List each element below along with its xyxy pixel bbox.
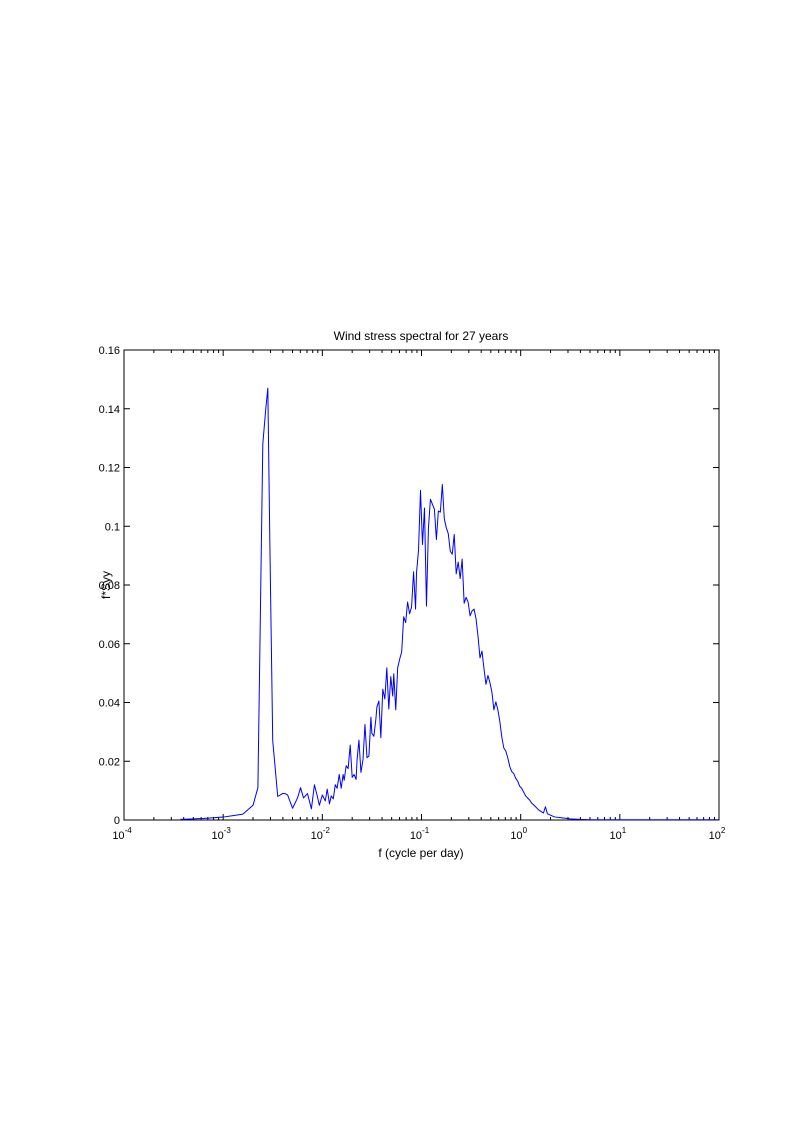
x-axis-label: f (cycle per day) (378, 846, 463, 860)
chart-title: Wind stress spectral for 27 years (334, 329, 509, 343)
y-axis-label: f*Syy (99, 571, 113, 599)
y-tick-label: 0.16 (99, 345, 120, 357)
plot-area: 10-4 10-3 10-2 10-1 100 101 10200.020.040.060.… (99, 345, 726, 842)
x-tick-label: 10-4 (112, 826, 132, 842)
x-tick-label-exponent: -3 (224, 826, 232, 835)
y-tick-label: 0.02 (99, 756, 120, 768)
x-tick-label: 10-2 (311, 826, 331, 842)
y-tick-label: 0.08 (99, 580, 120, 592)
x-tick-label-exponent: -4 (125, 826, 133, 835)
x-tick-label: 10-3 (211, 826, 231, 842)
y-tick-label: 0.14 (99, 404, 120, 416)
x-tick-label: 102 (709, 826, 726, 842)
x-tick-label-base: 10 (112, 830, 124, 842)
x-tick-label: 100 (510, 826, 527, 842)
x-tick-label-exponent: -2 (323, 826, 331, 835)
x-tick-label-base: 10 (211, 830, 223, 842)
x-tick-label-exponent: -1 (422, 826, 430, 835)
x-tick-label-base: 10 (410, 830, 422, 842)
x-tick-label-base: 10 (709, 830, 721, 842)
x-tick-label: 101 (609, 826, 626, 842)
y-tick-label: 0.1 (105, 521, 120, 533)
x-tick-label-exponent: 0 (523, 826, 528, 835)
x-tick-label: 10-1 (410, 826, 430, 842)
y-tick-label: 0 (114, 815, 120, 827)
x-tick-label-base: 10 (609, 830, 621, 842)
y-tick-label: 0.12 (99, 463, 120, 475)
x-tick-label-exponent: 2 (721, 826, 726, 835)
spectrum-line (180, 387, 719, 821)
y-tick-label: 0.04 (99, 698, 120, 710)
y-tick-label: 0.06 (99, 639, 120, 651)
x-tick-label-base: 10 (510, 830, 522, 842)
x-tick-label-exponent: 1 (622, 826, 627, 835)
x-tick-label-base: 10 (311, 830, 323, 842)
